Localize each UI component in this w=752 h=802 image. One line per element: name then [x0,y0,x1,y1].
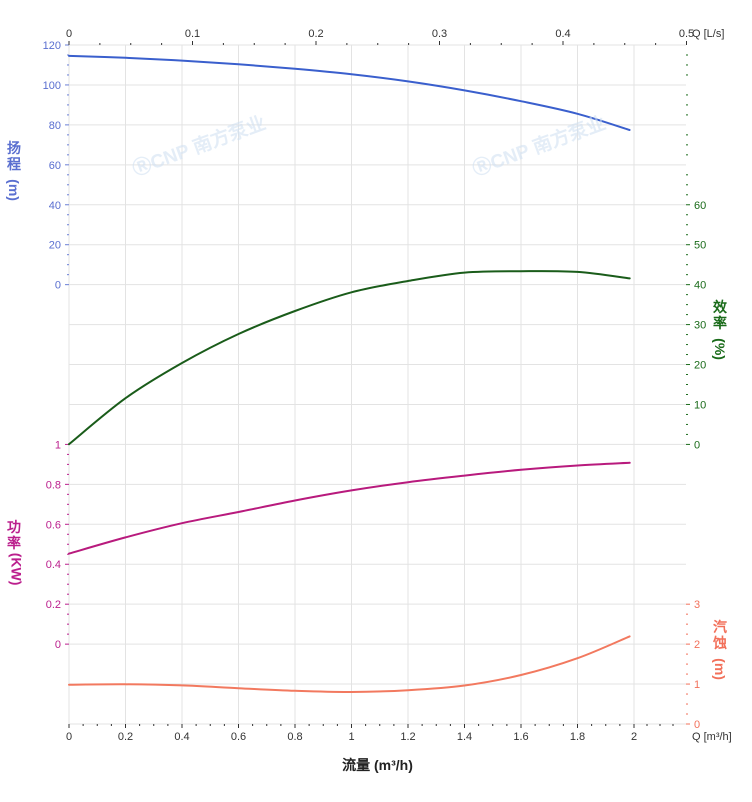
svg-text:Q [m³/h]: Q [m³/h] [692,731,732,743]
svg-text:80: 80 [49,120,61,132]
svg-text:0.3: 0.3 [432,28,447,40]
svg-text:20: 20 [49,240,61,252]
svg-text:1: 1 [348,731,354,743]
svg-text:0.4: 0.4 [555,28,570,40]
svg-text:60: 60 [49,160,61,172]
svg-text:0.2: 0.2 [118,731,133,743]
svg-text:3: 3 [694,599,700,611]
svg-text:2: 2 [694,639,700,651]
svg-text:1.4: 1.4 [457,731,472,743]
svg-text:30: 30 [694,320,706,332]
svg-text:0.2: 0.2 [308,28,323,40]
svg-text:100: 100 [43,80,61,92]
svg-text:0: 0 [66,731,72,743]
svg-text:40: 40 [694,280,706,292]
svg-text:0: 0 [55,280,61,292]
svg-text:流量 (m³/h): 流量 (m³/h) [342,757,413,773]
svg-text:0: 0 [55,639,61,651]
svg-text:0.8: 0.8 [46,479,61,491]
svg-text:60: 60 [694,200,706,212]
svg-text:1: 1 [694,679,700,691]
svg-text:0.6: 0.6 [46,519,61,531]
svg-text:0.6: 0.6 [231,731,246,743]
svg-text:0.8: 0.8 [287,731,302,743]
svg-text:40: 40 [49,200,61,212]
svg-text:0: 0 [694,719,700,731]
svg-text:2: 2 [631,731,637,743]
svg-text:0.1: 0.1 [185,28,200,40]
svg-text:0.2: 0.2 [46,599,61,611]
svg-text:120: 120 [43,40,61,52]
svg-text:1.2: 1.2 [400,731,415,743]
svg-text:1.8: 1.8 [570,731,585,743]
svg-text:1: 1 [55,439,61,451]
svg-text:0: 0 [66,28,72,40]
svg-text:20: 20 [694,360,706,372]
svg-text:0.4: 0.4 [174,731,189,743]
svg-text:10: 10 [694,399,706,411]
svg-text:1.6: 1.6 [513,731,528,743]
svg-text:0: 0 [694,439,700,451]
svg-text:Q [L/s]: Q [L/s] [692,28,724,40]
svg-text:0.4: 0.4 [46,559,61,571]
svg-text:50: 50 [694,240,706,252]
